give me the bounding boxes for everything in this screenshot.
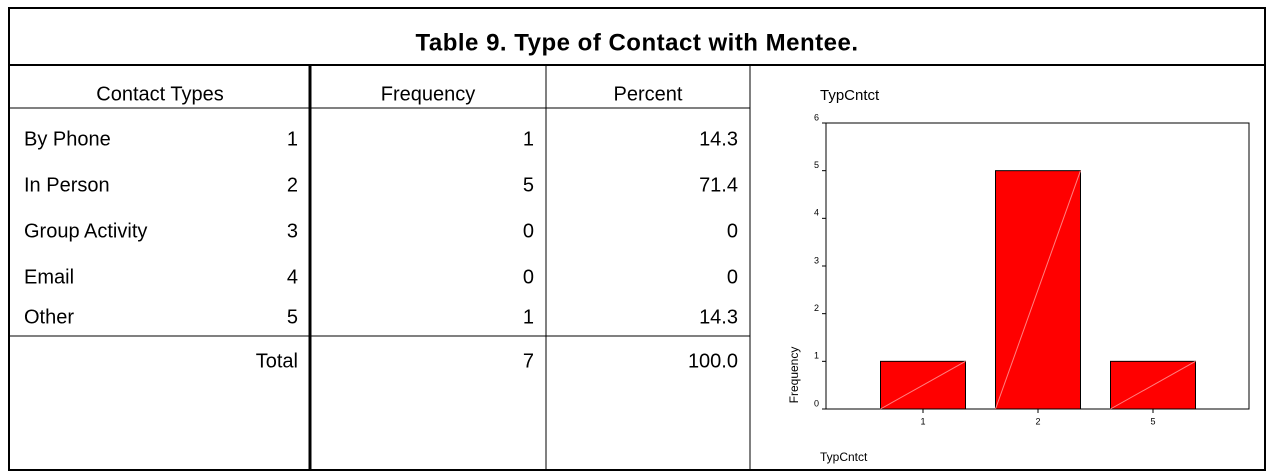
chart-title: TypCntct: [820, 87, 880, 104]
table-cell: Group Activity: [24, 220, 147, 242]
y-tick-label: 6: [814, 112, 819, 122]
column-header: Frequency: [381, 83, 476, 105]
column-header: Percent: [614, 83, 683, 105]
table-cell: Email: [24, 266, 74, 288]
table-cell: Other: [24, 306, 74, 328]
table-cell: 1: [523, 128, 534, 150]
y-tick-label: 1: [814, 351, 819, 361]
y-tick-label: 2: [814, 303, 819, 313]
table-cell: 0: [523, 220, 534, 242]
table-cell: 14.3: [699, 306, 738, 328]
x-axis-label: TypCntct: [820, 450, 868, 464]
table-cell: 1: [523, 306, 534, 328]
total-cell: Total: [256, 350, 298, 372]
table-cell: 0: [727, 266, 738, 288]
table-cell: 2: [287, 174, 298, 196]
table-cell: 1: [287, 128, 298, 150]
x-tick-label: 2: [1035, 416, 1040, 426]
table-cell: In Person: [24, 174, 110, 196]
y-tick-label: 0: [814, 398, 819, 408]
table-title: Table 9. Type of Contact with Mentee.: [416, 29, 859, 56]
x-tick-label: 1: [920, 416, 925, 426]
bar-hatch: [1110, 360, 1196, 410]
outer-border: [8, 7, 1266, 471]
x-tick-label: 5: [1150, 416, 1155, 426]
table-cell: By Phone: [24, 128, 111, 150]
table-cell: 71.4: [699, 174, 738, 196]
total-cell: 100.0: [688, 350, 738, 372]
y-tick-label: 5: [814, 160, 819, 170]
table-cell: 0: [523, 266, 534, 288]
table-cell: 4: [287, 266, 298, 288]
table-cell: 3: [287, 220, 298, 242]
column-header: Contact Types: [96, 83, 223, 105]
total-cell: 7: [523, 350, 534, 372]
y-axis-label: Frequency: [787, 347, 801, 404]
y-tick-label: 3: [814, 255, 819, 265]
bar-hatch: [880, 360, 966, 410]
table-cell: 0: [727, 220, 738, 242]
bar-hatch: [995, 170, 1081, 410]
y-tick-label: 4: [814, 208, 819, 218]
table-cell: 14.3: [699, 128, 738, 150]
table-cell: 5: [287, 306, 298, 328]
table-cell: 5: [523, 174, 534, 196]
